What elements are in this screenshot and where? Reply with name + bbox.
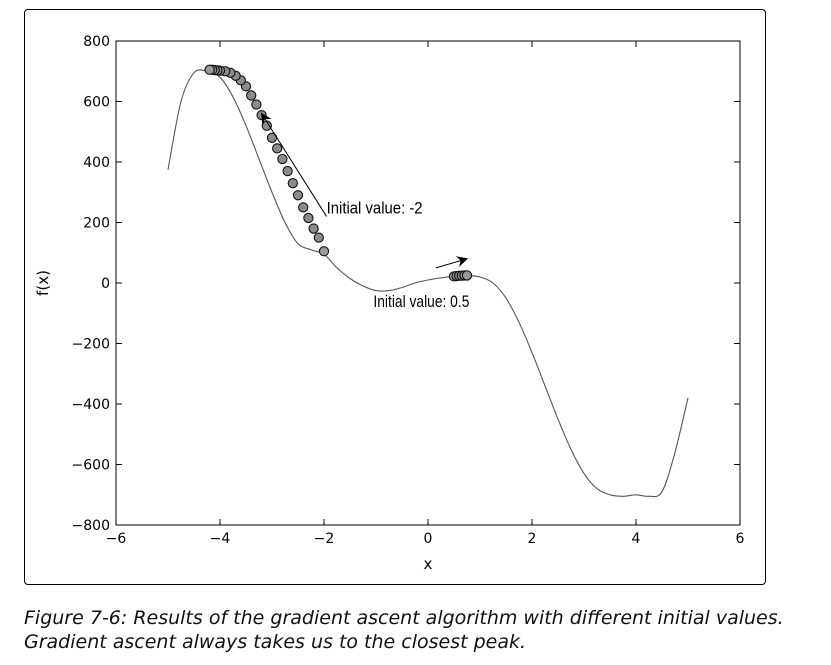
- x-tick-label: −6: [106, 531, 127, 547]
- function-curve: [167, 69, 689, 498]
- y-tick-label: −200: [72, 337, 110, 353]
- y-tick-label: 200: [83, 216, 110, 232]
- y-tick-label: −400: [72, 397, 110, 413]
- tick-labels: −6 −4 −2 0 2 4 6 −800 −600 −400 −200 0 200 400 600 800: [72, 34, 745, 547]
- run-point: [298, 202, 309, 213]
- plot-area: [115, 40, 741, 526]
- y-tick-label: −800: [72, 518, 110, 534]
- gradient-ascent-runs: [204, 64, 473, 282]
- run-point: [287, 178, 298, 189]
- y-axis-label: f(x): [34, 270, 52, 296]
- caption-line-1: Figure 7-6: Results of the gradient asce…: [24, 607, 784, 629]
- y-tick-label: 800: [83, 34, 110, 50]
- axis-ticks: [115, 40, 741, 526]
- y-tick-label: 600: [83, 95, 110, 111]
- annotation-arrow: [435, 256, 469, 269]
- y-tick-label: 0: [101, 276, 110, 292]
- run-0: [204, 64, 330, 257]
- run-point: [277, 153, 288, 165]
- x-tick-label: 4: [632, 531, 641, 547]
- annotation-text: Initial value: -2: [327, 198, 423, 217]
- x-tick-label: 6: [736, 531, 745, 547]
- run-point: [308, 223, 319, 234]
- x-tick-label: −2: [314, 531, 335, 547]
- run-point: [272, 143, 283, 154]
- y-tick-label: 400: [83, 155, 110, 171]
- x-tick-label: 0: [424, 531, 433, 547]
- x-axis-label: x: [424, 555, 433, 573]
- run-point: [246, 90, 257, 101]
- annotation-arrow: [261, 112, 328, 217]
- x-tick-label: −4: [210, 531, 231, 547]
- run-point: [318, 246, 330, 257]
- run-point: [461, 270, 473, 281]
- y-tick-label: −600: [72, 458, 110, 474]
- run-point: [204, 64, 215, 75]
- figure-caption: Figure 7-6: Results of the gradient asce…: [24, 606, 814, 654]
- chart: −6 −4 −2 0 2 4 6−800−600−400−2000200400600800 …: [34, 34, 745, 573]
- x-tick-label: 2: [528, 531, 537, 547]
- run-point: [292, 190, 304, 201]
- caption-line-2: Gradient ascent always takes us to the c…: [24, 631, 527, 653]
- run-point: [282, 165, 293, 177]
- figure-frame: [24, 9, 766, 585]
- annotations: Initial value: -2 Initial value: 0.5: [261, 112, 469, 311]
- run-point: [313, 232, 324, 243]
- run-point: [251, 99, 262, 110]
- annotation-text: Initial value: 0.5: [373, 292, 469, 311]
- run-1: [448, 270, 473, 282]
- run-point: [303, 212, 314, 224]
